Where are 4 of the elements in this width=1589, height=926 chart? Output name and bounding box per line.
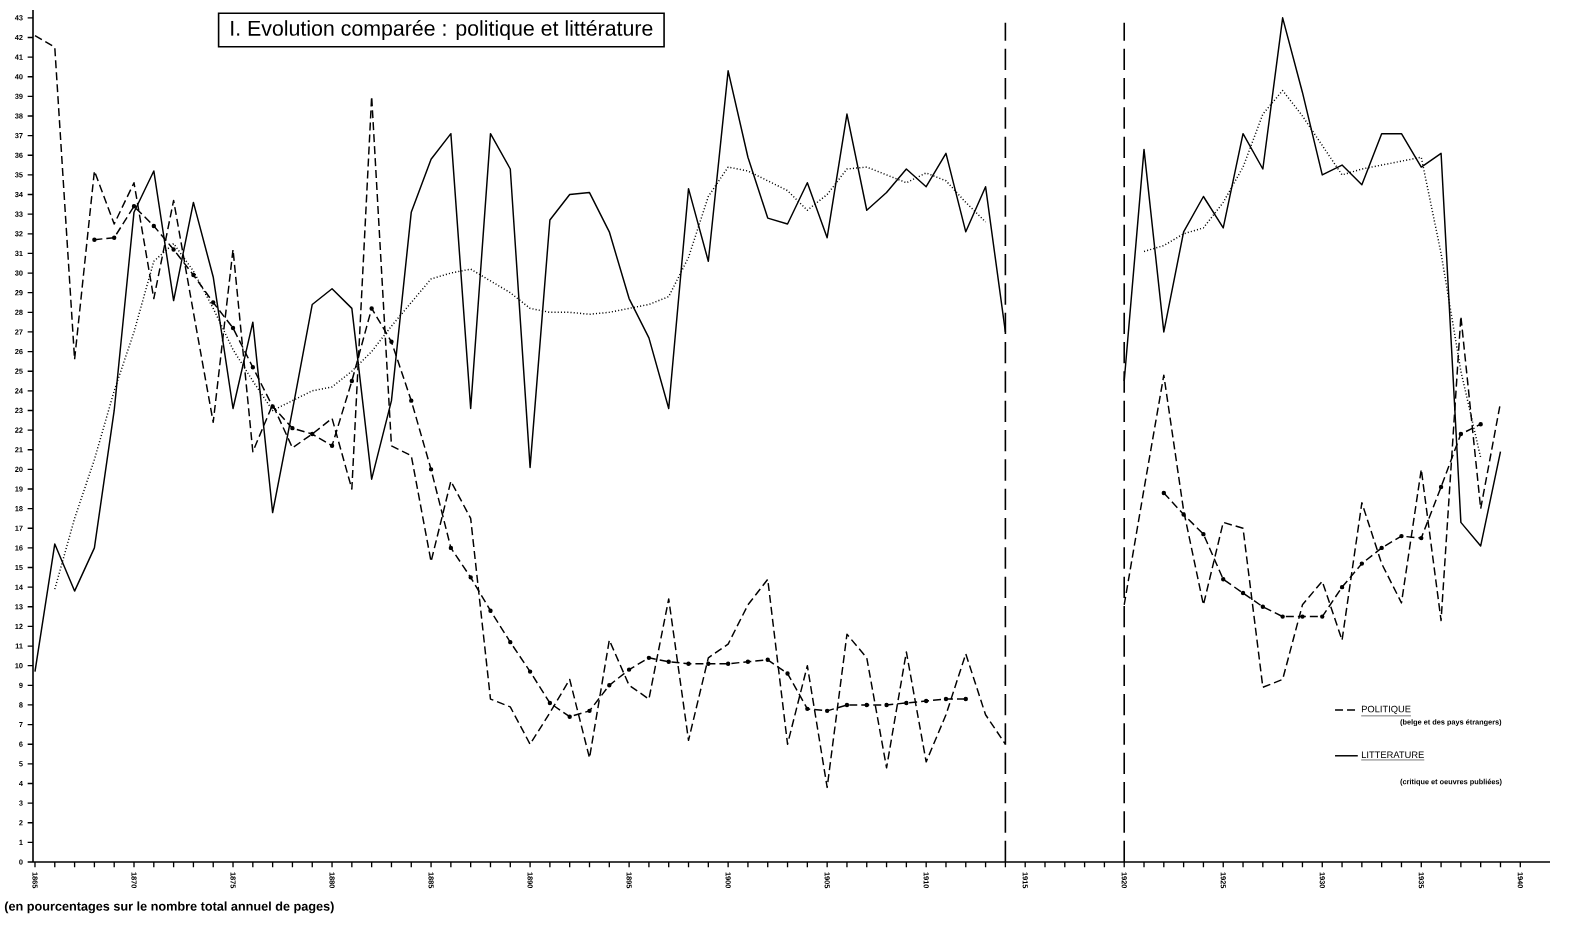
legend-label: POLITIQUE: [1361, 705, 1411, 714]
legend-label: LITTERATURE: [1361, 751, 1424, 759]
chart-title: I. Evolution comparée : politique et littérature: [231, 19, 653, 41]
text: (en pourcentages sur le nombre total annuel de pages): [4, 901, 334, 914]
